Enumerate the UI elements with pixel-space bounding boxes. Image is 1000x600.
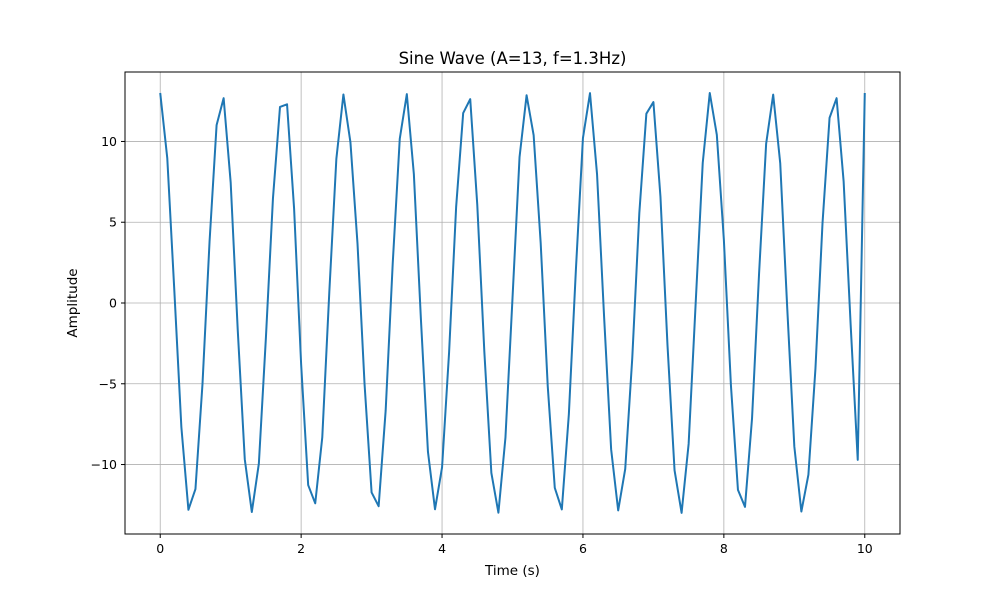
x-tick-label-2: 4 — [438, 541, 446, 556]
tick-layer: 0 2 4 6 8 10 −10 −5 0 5 10 — [91, 134, 873, 556]
x-tick-label-1: 2 — [297, 541, 305, 556]
x-tick-label-0: 0 — [156, 541, 164, 556]
x-tick-label-4: 8 — [720, 541, 728, 556]
x-tick-label-5: 10 — [857, 541, 873, 556]
y-tick-label-1: −5 — [99, 376, 117, 391]
y-axis-label: Amplitude — [65, 268, 81, 337]
y-tick-label-0: −10 — [91, 457, 117, 472]
grid-lines — [125, 72, 900, 534]
y-tick-label-2: 0 — [109, 296, 117, 311]
series-line-0 — [159, 92, 866, 514]
x-axis-label: Time (s) — [484, 563, 540, 579]
y-tick-label-4: 10 — [101, 134, 117, 149]
series-layer — [159, 92, 866, 514]
y-tick-label-3: 5 — [109, 215, 117, 230]
chart-title: Sine Wave (A=13, f=1.3Hz) — [399, 49, 627, 68]
x-tick-label-3: 6 — [579, 541, 587, 556]
